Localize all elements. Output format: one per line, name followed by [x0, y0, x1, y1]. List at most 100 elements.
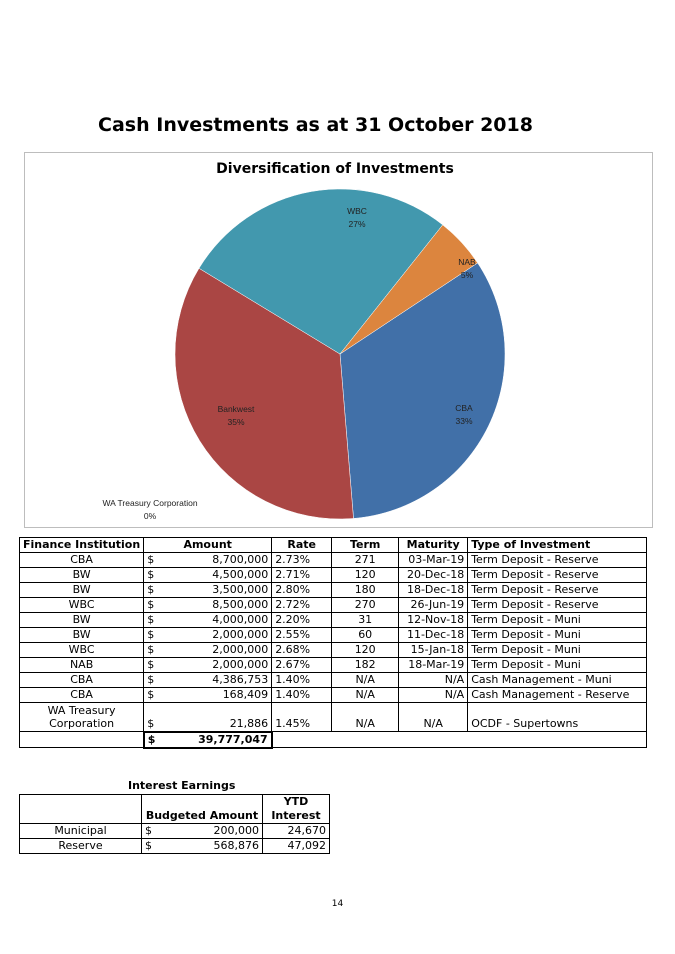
cell-rate: 2.80% — [271, 582, 333, 598]
pie-slice-bankwest — [174, 267, 354, 520]
cell-maturity: 26-Jun-19 — [398, 597, 469, 613]
cell-institution: BW — [18, 627, 145, 643]
cell-institution: WBC — [18, 642, 145, 658]
currency-symbol: $ — [147, 553, 155, 566]
table-header-row: Finance Institution Amount Rate Term Mat… — [18, 537, 648, 553]
header-ytd-interest: YTD Interest — [262, 794, 330, 824]
interest-row: Reserve $568,876 47,092 — [19, 838, 330, 854]
page-title: Cash Investments as at 31 October 2018 — [98, 114, 533, 136]
cell-rate: 2.72% — [271, 597, 333, 613]
table-row: WBC $2,000,000 2.68% 120 15-Jan-18 Term … — [18, 642, 648, 658]
cell-type: Cash Management - Reserve — [467, 687, 648, 703]
amount-value: 21,886 — [229, 716, 269, 730]
cell-term: 270 — [331, 597, 400, 613]
label-wbc: WBC — [347, 206, 367, 216]
cell-type: Term Deposit - Reserve — [467, 582, 648, 598]
table-row: CBA $168,409 1.40% N/A N/A Cash Manageme… — [18, 687, 648, 703]
cell-type: OCDF - Supertowns — [467, 702, 648, 732]
table-row: CBA $4,386,753 1.40% N/A N/A Cash Manage… — [18, 672, 648, 688]
total-spacer-right — [271, 731, 648, 748]
interest-earnings-title: Interest Earnings — [128, 779, 236, 792]
cell-maturity: 03-Mar-19 — [398, 552, 469, 568]
inst-line2: Corporation — [49, 717, 115, 730]
currency-symbol: $ — [147, 628, 155, 641]
amount-value: 4,386,753 — [212, 673, 269, 686]
currency-symbol: $ — [147, 658, 155, 671]
interest-earnings-table: Budgeted Amount YTD Interest Municipal $… — [19, 794, 330, 854]
total-row: $39,777,047 — [18, 730, 648, 749]
interest-ytd-value: 24,670 — [262, 823, 330, 839]
cell-institution: NAB — [18, 657, 145, 673]
currency-symbol: $ — [147, 688, 155, 701]
pie-chart: Diversification of Investments WBC 27% N… — [24, 152, 653, 528]
cell-term: 60 — [331, 627, 400, 643]
cell-rate: 1.45% — [271, 702, 333, 732]
label-bankwest-pct: 35% — [227, 417, 244, 427]
total-amount: 39,777,047 — [198, 732, 268, 746]
label-wa-treasury: WA Treasury Corporation — [102, 498, 197, 508]
currency-symbol: $ — [147, 716, 155, 730]
label-nab-pct: 5% — [461, 270, 474, 280]
header-type: Type of Investment — [467, 537, 648, 553]
cell-amount: $8,500,000 — [143, 597, 273, 613]
cell-institution: BW — [18, 582, 145, 598]
header-institution: Finance Institution — [18, 537, 145, 553]
inst-line1: WA Treasury — [47, 704, 116, 717]
cell-amount: $4,000,000 — [143, 612, 273, 628]
investments-table: Finance Institution Amount Rate Term Mat… — [18, 537, 648, 749]
interest-budget-cell: $200,000 — [141, 823, 263, 839]
cell-type: Term Deposit - Reserve — [467, 567, 648, 583]
cell-institution: BW — [18, 567, 145, 583]
amount-value: 168,409 — [222, 688, 269, 701]
currency-symbol: $ — [147, 568, 155, 581]
cell-maturity: 15-Jan-18 — [398, 642, 469, 658]
pie-slice-wbc — [198, 188, 444, 355]
cell-maturity: 11-Dec-18 — [398, 627, 469, 643]
label-cba: CBA — [455, 403, 473, 413]
budget-value: 200,000 — [213, 824, 260, 837]
cell-amount: $2,000,000 — [143, 642, 273, 658]
cell-type: Term Deposit - Muni — [467, 627, 648, 643]
cell-term: 182 — [331, 657, 400, 673]
cell-type: Term Deposit - Muni — [467, 657, 648, 673]
interest-ytd-value: 47,092 — [262, 838, 330, 854]
cell-maturity: 20-Dec-18 — [398, 567, 469, 583]
table-row: BW $3,500,000 2.80% 180 18-Dec-18 Term D… — [18, 582, 648, 598]
amount-value: 3,500,000 — [212, 583, 269, 596]
cell-term: 120 — [331, 567, 400, 583]
header-ytd-line2: Interest — [271, 809, 321, 822]
table-row: CBA $8,700,000 2.73% 271 03-Mar-19 Term … — [18, 552, 648, 568]
chart-title: Diversification of Investments — [216, 161, 454, 177]
cell-maturity: 18-Dec-18 — [398, 582, 469, 598]
table-row: BW $2,000,000 2.55% 60 11-Dec-18 Term De… — [18, 627, 648, 643]
cell-term: N/A — [331, 702, 400, 732]
cell-maturity: 12-Nov-18 — [398, 612, 469, 628]
cell-rate: 2.67% — [271, 657, 333, 673]
cell-maturity: N/A — [398, 672, 469, 688]
cell-rate: 2.71% — [271, 567, 333, 583]
amount-value: 8,700,000 — [212, 553, 269, 566]
cell-amount: $2,000,000 — [143, 627, 273, 643]
currency-symbol: $ — [147, 643, 155, 656]
cell-amount: $8,700,000 — [143, 552, 273, 568]
pie-chart-svg: WBC 27% NAB 5% CBA 33% Bankwest 35% WA T… — [102, 188, 506, 521]
table-row: BW $4,000,000 2.20% 31 12-Nov-18 Term De… — [18, 612, 648, 628]
table-row: BW $4,500,000 2.71% 120 20-Dec-18 Term D… — [18, 567, 648, 583]
header-term: Term — [331, 537, 400, 553]
interest-header-row: Budgeted Amount YTD Interest — [19, 794, 330, 824]
cell-institution: CBA — [18, 552, 145, 568]
cell-term: N/A — [331, 687, 400, 703]
cell-term: 31 — [331, 612, 400, 628]
cell-term: 120 — [331, 642, 400, 658]
currency-symbol: $ — [145, 839, 152, 852]
cell-rate: 1.40% — [271, 687, 333, 703]
amount-value: 2,000,000 — [212, 643, 269, 656]
cell-institution: WBC — [18, 597, 145, 613]
amount-value: 4,500,000 — [212, 568, 269, 581]
label-cba-pct: 33% — [455, 416, 472, 426]
cell-maturity: 18-Mar-19 — [398, 657, 469, 673]
currency-symbol: $ — [147, 583, 155, 596]
label-bankwest: Bankwest — [218, 404, 255, 414]
cell-type: Term Deposit - Muni — [467, 642, 648, 658]
cell-rate: 2.20% — [271, 612, 333, 628]
